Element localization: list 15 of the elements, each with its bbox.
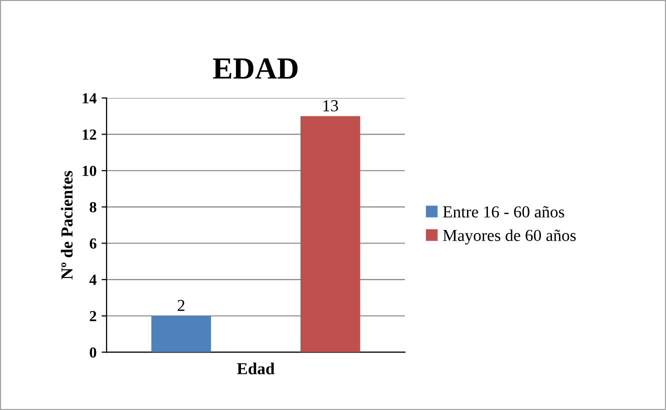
data-label: 13 [323, 100, 338, 112]
y-tick-label: 8 [90, 202, 96, 212]
y-axis-title: Nº de Pacientes [60, 170, 73, 280]
data-label: 2 [178, 300, 184, 311]
y-tick-label: 2 [90, 311, 96, 322]
y-tick-label: 14 [82, 93, 97, 104]
y-tick-label: 12 [82, 129, 96, 140]
y-tick-label: 0 [90, 347, 96, 358]
y-tick-label: 10 [82, 166, 96, 176]
y-tick-label: 4 [89, 274, 97, 285]
y-tick-label: 6 [90, 238, 96, 249]
chart-title: EDAD [212, 58, 298, 79]
legend-label: Mayores de 60 años [443, 229, 576, 244]
x-axis-title: Edad [237, 362, 275, 374]
legend-label: Entre 16 - 60 años [443, 206, 564, 218]
